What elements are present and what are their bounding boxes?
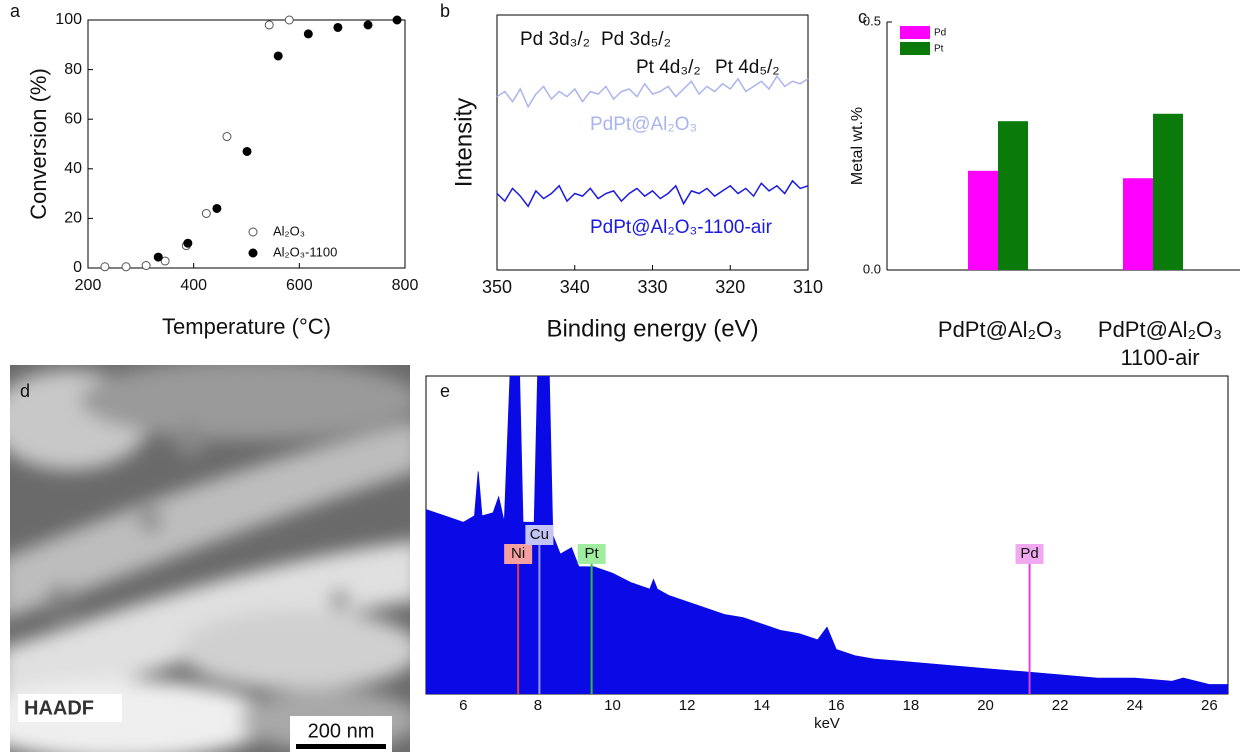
y-axis-label: Intensity <box>450 98 477 187</box>
x-tick-label: 8 <box>534 697 542 714</box>
series-label: PdPt@Al₂O₃ <box>590 114 697 135</box>
panel-label: d <box>20 381 30 401</box>
series-label: PdPt@Al₂O₃-1100-air <box>590 217 773 238</box>
spectrum-line <box>496 179 809 208</box>
spectrum-group <box>426 376 1228 694</box>
panel-label: b <box>440 1 450 21</box>
x-tick-label: 600 <box>286 277 313 294</box>
data-point <box>333 22 343 32</box>
peak-label: Cu <box>530 526 549 543</box>
legend-label: Pt <box>934 44 944 55</box>
legend-marker <box>248 227 258 237</box>
x-tick-label: 350 <box>482 277 512 297</box>
scale-bar-label: 200 nm <box>308 720 375 742</box>
legend-label: Pd <box>934 28 946 39</box>
panel-label: a <box>10 1 21 21</box>
legend-swatch <box>900 42 930 55</box>
bar <box>1123 178 1153 270</box>
peak-label-box <box>525 525 554 545</box>
data-point <box>160 256 170 266</box>
x-tick-label: 330 <box>637 277 667 297</box>
data-point <box>363 20 373 30</box>
data-point <box>153 252 163 262</box>
x-axis-label: Binding energy (eV) <box>546 315 758 342</box>
data-point <box>121 262 131 272</box>
y-tick-label: 0 <box>73 259 82 276</box>
legend-label: Al₂O₃-1100 <box>273 244 337 259</box>
spectrum-area <box>426 376 1228 694</box>
y-tick-label: 100 <box>55 11 82 28</box>
peak-label: Ni <box>511 545 525 562</box>
data-point <box>222 132 232 142</box>
peak-label-box <box>1015 544 1044 564</box>
x-tick-label: 10 <box>604 697 621 714</box>
x-tick-label: 200 <box>75 277 102 294</box>
y-tick-label: 60 <box>64 110 82 127</box>
peak-label-box <box>504 544 533 564</box>
data-point <box>201 208 211 218</box>
peak-label: Pd <box>1020 545 1038 562</box>
x-tick-label: 310 <box>793 277 823 297</box>
legend-swatch <box>900 26 930 39</box>
data-point <box>212 203 222 213</box>
x-tick-label: 320 <box>715 277 745 297</box>
scale-bar <box>296 744 386 749</box>
data-point <box>303 29 313 39</box>
peak-label-box <box>577 544 606 564</box>
haadf-image: d HAADF 200 nm <box>10 365 410 752</box>
bar <box>968 170 998 270</box>
x-tick-label: PdPt@Al₂O₃ <box>937 317 1063 342</box>
x-tick-label: 400 <box>180 277 207 294</box>
y-tick-label: 20 <box>64 210 82 227</box>
y-tick-label: 40 <box>64 160 82 177</box>
data-point <box>284 15 294 25</box>
bar <box>998 121 1028 270</box>
x-tick-label: 16 <box>828 697 845 714</box>
image-caption: HAADF <box>24 697 94 719</box>
x-tick-label: 14 <box>753 697 770 714</box>
data-point <box>273 51 283 61</box>
legend-marker <box>248 248 258 258</box>
data-point <box>141 261 151 271</box>
y-axis-label: Metal wt.% <box>849 107 866 185</box>
x-axis-label: keV <box>814 715 840 732</box>
data-point <box>100 262 110 272</box>
y-tick-label: 80 <box>64 61 82 78</box>
x-tick-label: 24 <box>1126 697 1143 714</box>
bar <box>1153 113 1183 270</box>
data-point <box>264 20 274 30</box>
x-tick-label: 20 <box>977 697 994 714</box>
x-tick-label: 18 <box>903 697 920 714</box>
legend-label: Al₂O₃ <box>273 223 305 238</box>
panel-label: c <box>858 7 867 27</box>
y-axis-label: Conversion (%) <box>26 68 51 220</box>
plot-frame <box>87 19 406 269</box>
x-tick-label: 22 <box>1052 697 1069 714</box>
x-tick-label: 340 <box>560 277 590 297</box>
peak-annotation: Pd 3d₅/₂ <box>601 29 671 50</box>
y-tick-label: 0.5 <box>863 13 881 28</box>
x-tick-label: 26 <box>1201 697 1218 714</box>
data-point <box>242 146 252 156</box>
peak-annotation: Pt 4d₃/₂ <box>636 57 701 78</box>
x-tick-label: 6 <box>459 697 467 714</box>
x-tick-label: 800 <box>392 277 419 294</box>
x-tick-label: PdPt@Al₂O₃ 1100-air <box>1097 317 1223 370</box>
x-axis-label: Temperature (°C) <box>162 314 331 339</box>
y-tick-label: 0.0 <box>863 261 881 276</box>
panel-label: e <box>440 381 450 401</box>
data-point <box>183 238 193 248</box>
data-point <box>392 15 402 25</box>
spectrum-line <box>496 74 809 109</box>
peak-annotation: Pt 4d₅/₂ <box>715 57 780 78</box>
peak-annotation: Pd 3d₃/₂ <box>520 29 590 50</box>
x-tick-label: 12 <box>679 697 696 714</box>
peak-label: Pt <box>585 545 600 562</box>
